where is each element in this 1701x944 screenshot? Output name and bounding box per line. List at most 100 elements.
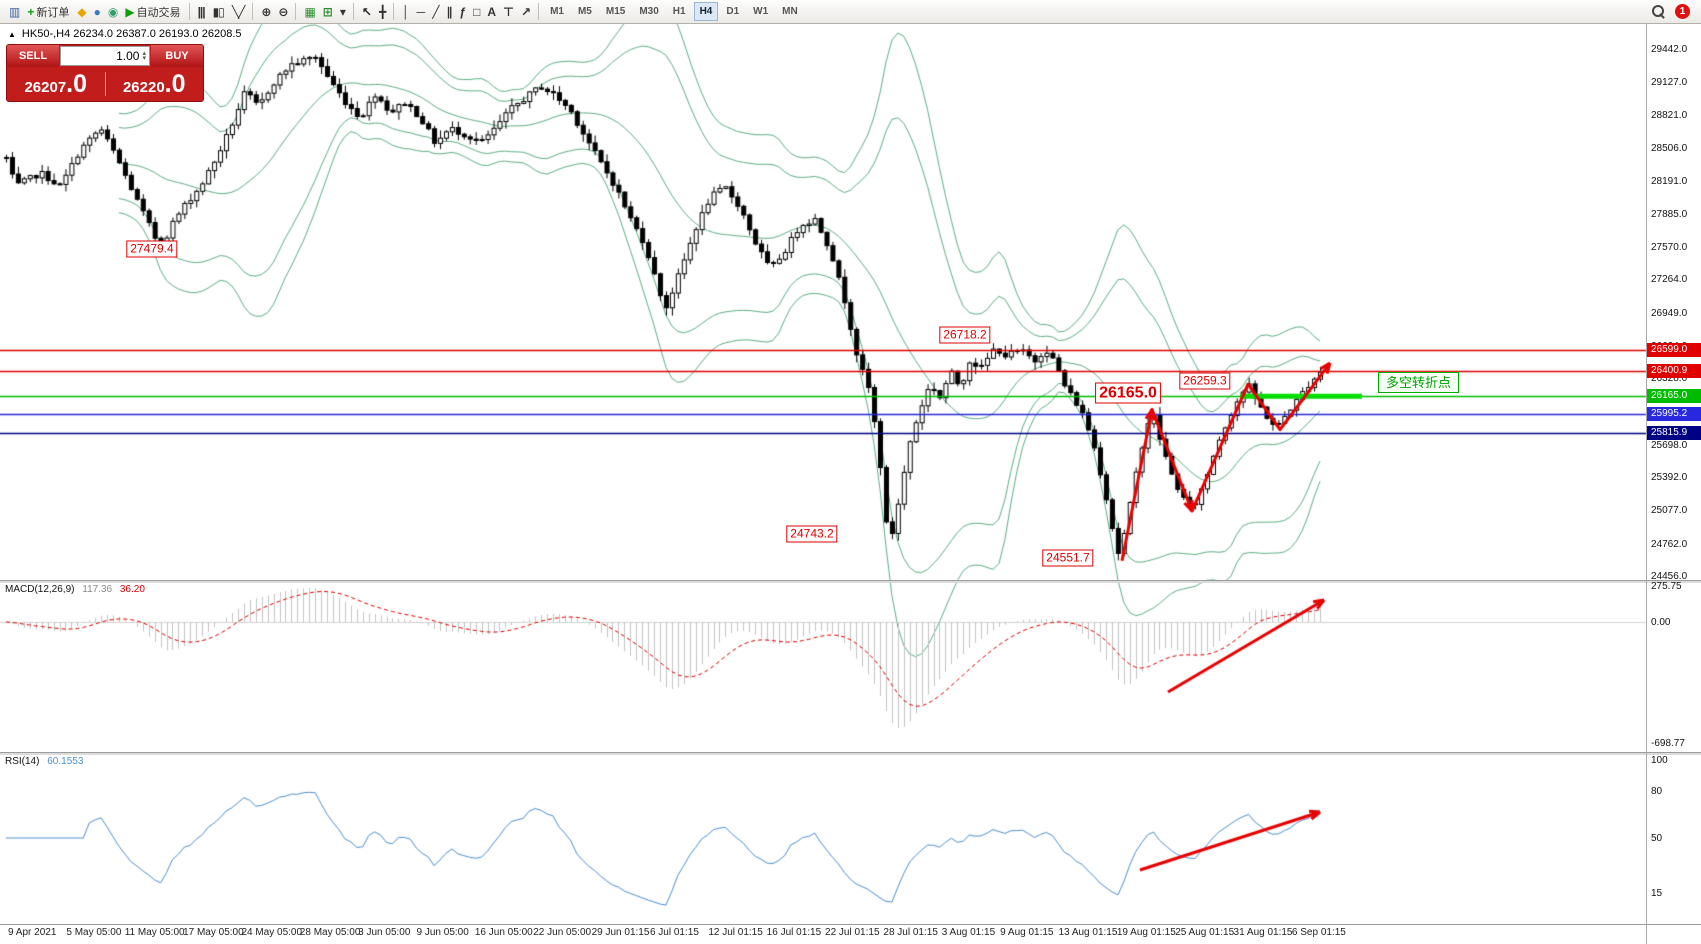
macd-signal-value: 36.20 bbox=[119, 584, 145, 595]
tile-windows-icon: ▦ bbox=[304, 4, 315, 19]
line-chart-button[interactable]: ╲╱ bbox=[228, 2, 248, 22]
macd-rsi-splitter[interactable] bbox=[0, 752, 1701, 755]
vertical-line-button[interactable]: │ bbox=[398, 2, 413, 22]
notification-badge[interactable]: 1 bbox=[1675, 4, 1690, 19]
zoom-out-icon: ⊖ bbox=[278, 4, 288, 19]
bar-chart-button[interactable]: ||| bbox=[194, 2, 209, 22]
trendline-icon: ╱ bbox=[432, 4, 439, 19]
crosshair-icon: ╋ bbox=[378, 4, 386, 19]
volume-up-button[interactable]: ▴ bbox=[142, 50, 146, 57]
vertical-line-icon: │ bbox=[402, 4, 409, 19]
chevron-down-icon: ▾ bbox=[339, 4, 346, 19]
text-button[interactable]: A bbox=[483, 2, 499, 22]
fibonacci-button[interactable]: ƒ bbox=[455, 2, 469, 22]
line-chart-icon: ╲╱ bbox=[231, 4, 245, 19]
timeframe-M1[interactable]: M1 bbox=[550, 6, 564, 17]
horizontal-line-button[interactable]: ─ bbox=[413, 2, 429, 22]
timeframe-M15[interactable]: M15 bbox=[605, 6, 626, 17]
buy-price-main: 26220 bbox=[122, 78, 165, 96]
shapes-button[interactable]: □ bbox=[469, 2, 483, 22]
alerts-button[interactable]: ◆ bbox=[73, 2, 89, 22]
macd-label: MACD(12,26,9) 117.36 36.20 bbox=[5, 584, 145, 595]
chat-button[interactable]: ● bbox=[90, 2, 104, 22]
buy-price[interactable]: 26220.0 bbox=[106, 69, 204, 98]
timeframe-M30[interactable]: M30 bbox=[639, 6, 659, 17]
price-divider bbox=[104, 72, 106, 96]
timeframe-H1[interactable]: H1 bbox=[672, 6, 686, 17]
label-button[interactable]: ⊤ bbox=[499, 2, 517, 22]
tile-windows-button[interactable]: ▦ bbox=[300, 2, 318, 22]
toolbar-right-group: 1 bbox=[1652, 4, 1696, 19]
crosshair-button[interactable]: ╋ bbox=[375, 2, 389, 22]
timeframe-M5[interactable]: M5 bbox=[577, 6, 592, 17]
autotrade-button-label: 自动交易 bbox=[136, 6, 181, 19]
buy-button[interactable]: BUY bbox=[151, 45, 203, 67]
channel-button[interactable]: ∥ bbox=[442, 2, 455, 22]
macd-main-value: 117.36 bbox=[82, 584, 113, 595]
one-click-trading-panel: SELL 1.00 ▴ ▾ BUY 26207.0 26220.0 bbox=[6, 44, 204, 102]
symbol-ohlc-text: HK50-,H4 26234.0 26387.0 26193.0 26208.5 bbox=[21, 28, 242, 40]
new-order-button-label: 新订单 bbox=[36, 6, 70, 19]
chart-macd-splitter[interactable] bbox=[0, 580, 1701, 583]
new-order-plus-icon: + bbox=[27, 4, 34, 19]
sell-price-main: 26207 bbox=[24, 78, 67, 96]
text-icon: A bbox=[487, 4, 496, 19]
cursor-icon: ↖ bbox=[361, 4, 372, 19]
indicators-button[interactable]: ⊞ bbox=[319, 2, 336, 22]
volume-input[interactable]: 1.00 ▴ ▾ bbox=[60, 46, 150, 66]
rsi-value: 60.1553 bbox=[47, 756, 84, 767]
toolbar-separator bbox=[352, 3, 354, 20]
sell-button[interactable]: SELL bbox=[7, 45, 59, 67]
chart-window-button[interactable]: ▥ bbox=[5, 2, 23, 22]
time-axis-border bbox=[0, 924, 1701, 925]
signals-button[interactable]: ◉ bbox=[104, 2, 121, 22]
zoom-in-icon: ⊕ bbox=[261, 4, 271, 19]
rsi-label: RSI(14) 60.1553 bbox=[5, 756, 83, 767]
channel-icon: ∥ bbox=[446, 4, 452, 19]
timeframe-D1[interactable]: D1 bbox=[726, 6, 740, 17]
volume-down-button[interactable]: ▾ bbox=[142, 55, 146, 62]
broadcast-icon: ◉ bbox=[107, 4, 119, 19]
fibonacci-icon: ƒ bbox=[459, 4, 466, 19]
arrow-icon: ↗ bbox=[521, 4, 531, 19]
toolbar-separator bbox=[252, 3, 254, 20]
timeframe-H4[interactable]: H4 bbox=[693, 2, 719, 21]
candlestick-chart-icon: ▮▯ bbox=[212, 4, 225, 19]
search-icon[interactable] bbox=[1652, 5, 1665, 18]
toolbar-separator bbox=[538, 3, 540, 20]
toolbar-separator bbox=[393, 3, 395, 20]
horizontal-line-icon: ─ bbox=[416, 4, 425, 19]
toolbar-buttons: ▥ + 新订单 ◆ ● ◉ ▶ 自动交易 ||| ▮▯ ╲╱ ⊕ ⊖ ▦ ⊞ ▾ ↖ ╋ │ ─ ╱ ∥ ƒ □ A ⊤ ↗ M1 M5… bbox=[5, 0, 805, 23]
price-axis-border bbox=[1646, 24, 1647, 944]
toolbar-separator bbox=[188, 3, 190, 20]
shapes-icon: □ bbox=[473, 4, 480, 19]
cursor-button[interactable]: ↖ bbox=[358, 2, 375, 22]
zoom-in-button[interactable]: ⊕ bbox=[257, 2, 274, 22]
bar-chart-icon: ||| bbox=[197, 4, 206, 19]
new-order-button[interactable]: + 新订单 bbox=[23, 2, 73, 22]
collapse-triangle-icon[interactable]: ▲ bbox=[8, 29, 16, 39]
zoom-out-button[interactable]: ⊖ bbox=[274, 2, 291, 22]
sell-price[interactable]: 26207.0 bbox=[7, 69, 105, 98]
play-icon: ▶ bbox=[125, 4, 134, 19]
buy-price-pips: .0 bbox=[164, 69, 186, 98]
templates-button[interactable]: ▾ bbox=[336, 2, 349, 22]
label-icon: ⊤ bbox=[503, 4, 514, 19]
macd-name: MACD(12,26,9) bbox=[5, 584, 75, 595]
timeframe-W1[interactable]: W1 bbox=[753, 6, 769, 17]
indicators-icon: ⊞ bbox=[322, 4, 333, 19]
arrows-button[interactable]: ↗ bbox=[517, 2, 534, 22]
candlestick-chart-button[interactable]: ▮▯ bbox=[209, 2, 228, 22]
chart-window-icon: ▥ bbox=[9, 4, 20, 19]
symbol-ohlc-bar: ▲ HK50-,H4 26234.0 26387.0 26193.0 26208… bbox=[8, 28, 242, 40]
volume-spinner: ▴ ▾ bbox=[142, 50, 146, 62]
megaphone-icon: ◆ bbox=[77, 4, 86, 19]
sell-price-pips: .0 bbox=[66, 69, 88, 98]
timeframe-MN[interactable]: MN bbox=[782, 6, 798, 17]
autotrade-button[interactable]: ▶ 自动交易 bbox=[121, 2, 184, 22]
trendline-button[interactable]: ╱ bbox=[428, 2, 442, 22]
toolbar-separator bbox=[295, 3, 297, 20]
chat-icon: ● bbox=[93, 4, 101, 19]
